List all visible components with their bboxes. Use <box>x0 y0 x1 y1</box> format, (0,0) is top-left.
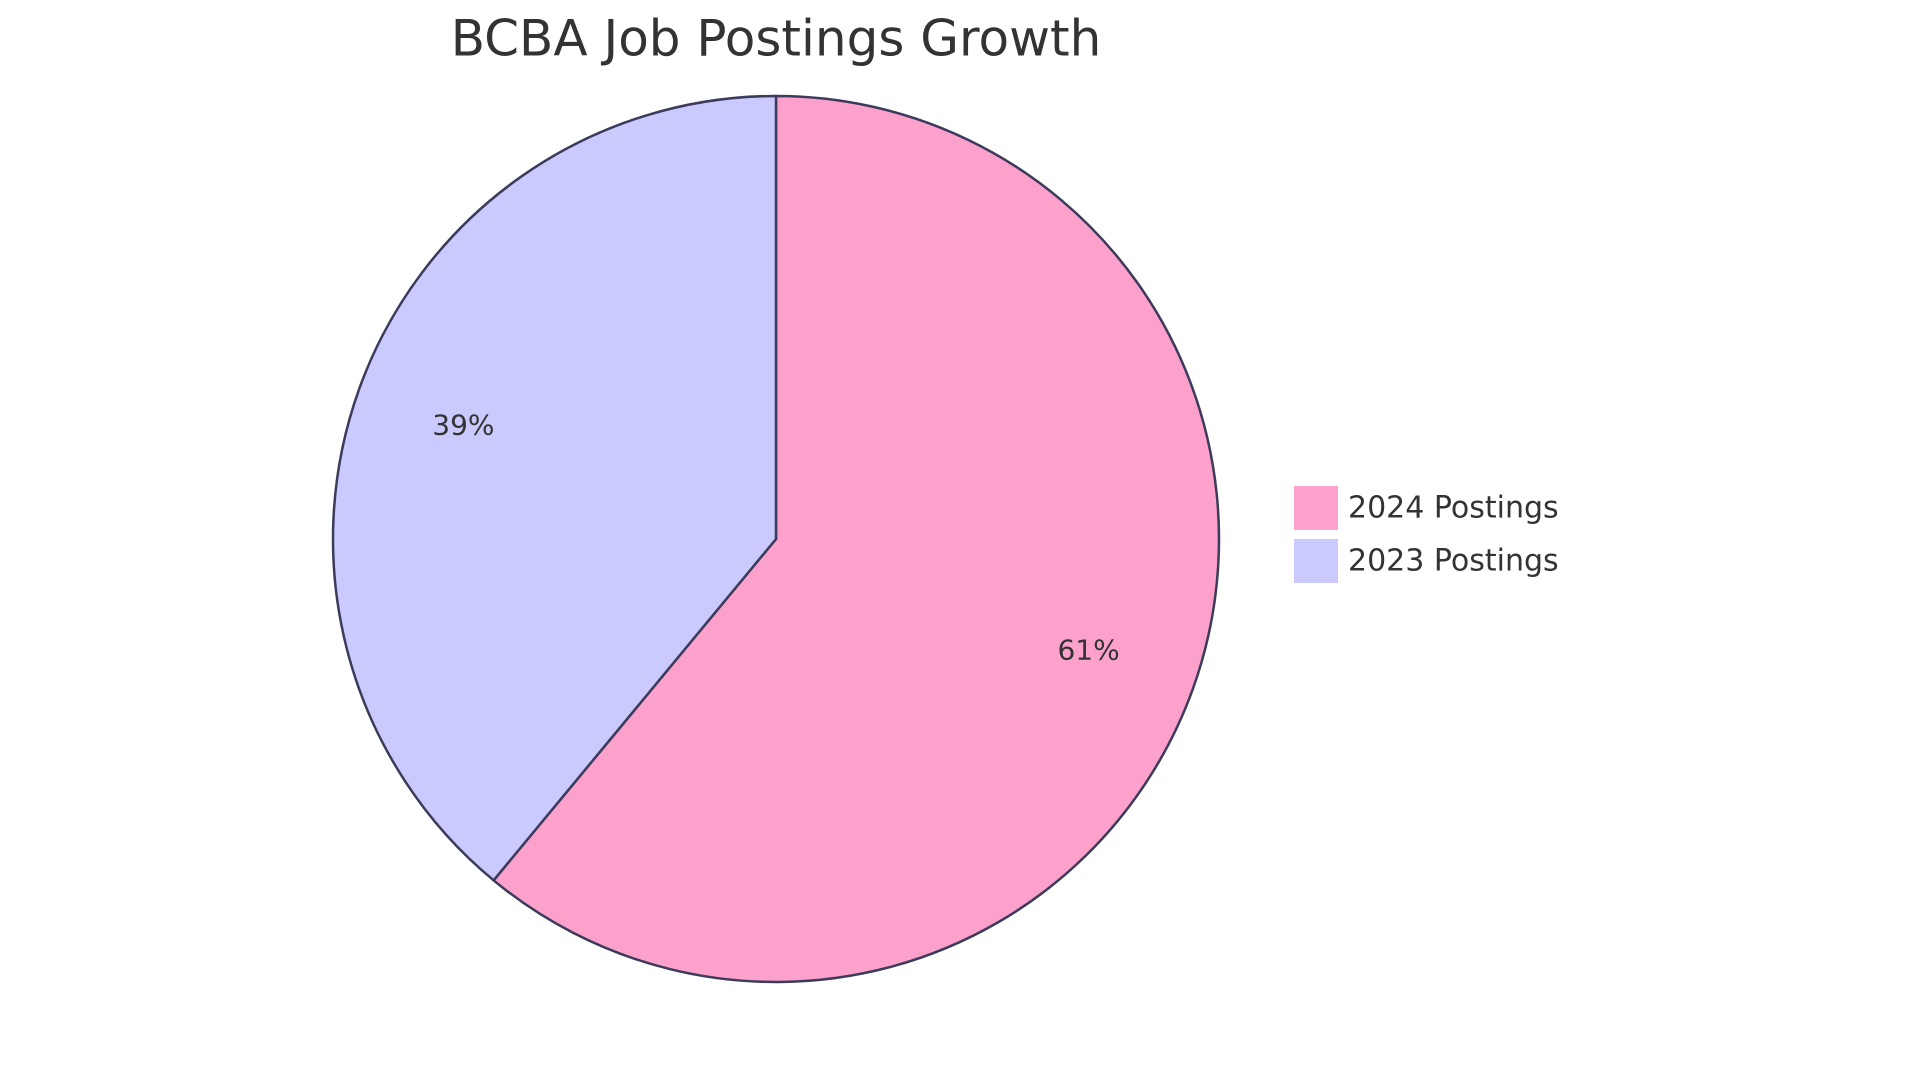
legend-label: 2024 Postings <box>1348 491 1559 526</box>
chart-title: BCBA Job Postings Growth <box>451 10 1102 68</box>
slice-label: 39% <box>432 408 494 441</box>
legend-swatch <box>1294 486 1338 530</box>
pie-slice <box>331 94 778 883</box>
pie-slice <box>491 94 1221 984</box>
legend-label: 2023 Postings <box>1348 544 1559 579</box>
legend-swatch <box>1294 539 1338 583</box>
slice-label: 61% <box>1057 634 1119 667</box>
